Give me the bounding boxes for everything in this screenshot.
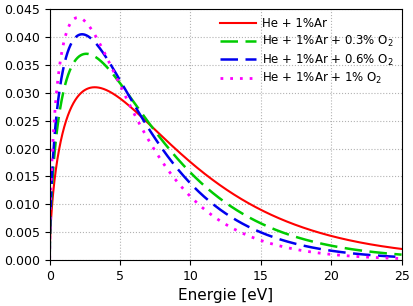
- He + 1%Ar + 1% O$_2$: [392, 256, 396, 260]
- He + 1%Ar + 1% O$_2$: [182, 189, 187, 192]
- He + 1%Ar + 0.6% O$_2$: [354, 252, 358, 256]
- He + 1%Ar + 0.6% O$_2$: [47, 257, 52, 261]
- He + 1%Ar: [182, 155, 187, 159]
- He + 1%Ar + 0.6% O$_2$: [79, 32, 84, 36]
- He + 1%Ar + 1% O$_2$: [108, 64, 113, 68]
- He + 1%Ar + 0.3% O$_2$: [398, 253, 403, 256]
- He + 1%Ar + 0.6% O$_2$: [87, 36, 92, 39]
- He + 1%Ar + 1% O$_2$: [87, 25, 92, 29]
- Legend: He + 1%Ar, He + 1%Ar + 0.3% O$_2$, He + 1%Ar + 0.6% O$_2$, He + 1%Ar + 1% O$_2$: He + 1%Ar, He + 1%Ar + 0.3% O$_2$, He + …: [215, 13, 397, 91]
- He + 1%Ar + 0.3% O$_2$: [392, 252, 396, 256]
- He + 1%Ar + 0.3% O$_2$: [182, 165, 187, 169]
- X-axis label: Energie [eV]: Energie [eV]: [178, 288, 273, 303]
- He + 1%Ar + 0.3% O$_2$: [83, 52, 88, 56]
- He + 1%Ar: [398, 247, 403, 251]
- Line: He + 1%Ar + 0.6% O$_2$: He + 1%Ar + 0.6% O$_2$: [50, 34, 401, 259]
- He + 1%Ar + 0.3% O$_2$: [197, 180, 202, 184]
- He + 1%Ar + 1% O$_2$: [354, 255, 358, 258]
- He + 1%Ar + 0.3% O$_2$: [108, 70, 113, 73]
- He + 1%Ar + 0.6% O$_2$: [108, 63, 113, 67]
- He + 1%Ar + 0.3% O$_2$: [47, 257, 52, 261]
- Line: He + 1%Ar + 1% O$_2$: He + 1%Ar + 1% O$_2$: [50, 17, 401, 259]
- He + 1%Ar + 0.6% O$_2$: [398, 255, 403, 259]
- He + 1%Ar: [47, 257, 52, 261]
- He + 1%Ar + 0.6% O$_2$: [182, 175, 187, 179]
- He + 1%Ar: [354, 240, 358, 244]
- He + 1%Ar: [92, 85, 97, 89]
- He + 1%Ar + 0.3% O$_2$: [87, 53, 92, 56]
- He + 1%Ar: [392, 246, 396, 250]
- He + 1%Ar + 0.6% O$_2$: [392, 255, 396, 259]
- He + 1%Ar + 1% O$_2$: [75, 16, 80, 19]
- He + 1%Ar + 1% O$_2$: [398, 257, 403, 260]
- He + 1%Ar: [108, 91, 113, 94]
- He + 1%Ar + 0.6% O$_2$: [197, 191, 202, 195]
- He + 1%Ar + 1% O$_2$: [47, 257, 52, 260]
- He + 1%Ar: [87, 86, 92, 90]
- He + 1%Ar: [197, 168, 202, 172]
- He + 1%Ar + 0.3% O$_2$: [354, 248, 358, 252]
- He + 1%Ar + 1% O$_2$: [197, 204, 202, 207]
- Line: He + 1%Ar + 0.3% O$_2$: He + 1%Ar + 0.3% O$_2$: [50, 54, 401, 259]
- Line: He + 1%Ar: He + 1%Ar: [50, 87, 401, 259]
